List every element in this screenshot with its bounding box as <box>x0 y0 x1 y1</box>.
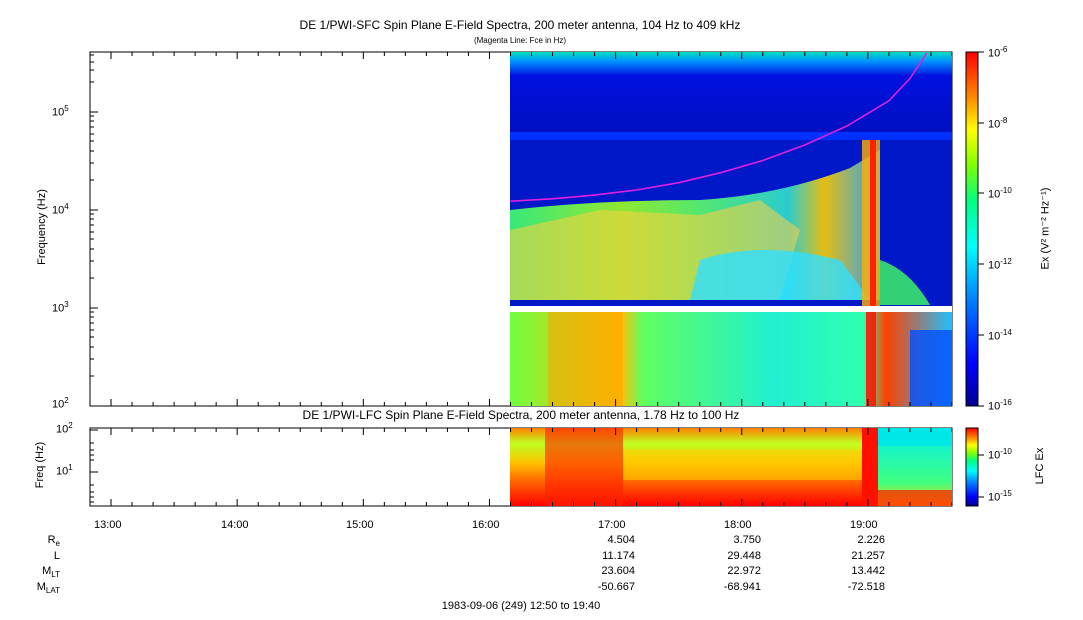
top-ytick-1e3: 103 <box>52 300 69 315</box>
eph-value: -50.667 <box>597 581 635 593</box>
time-tick-label: 15:00 <box>346 519 374 531</box>
top-colorbar-label: Ex (V² m⁻² Hz⁻¹) <box>1039 187 1052 270</box>
eph-value: 11.174 <box>602 550 635 562</box>
eph-label-l: L <box>53 550 60 562</box>
top-cbtick-2: 10-8 <box>988 116 1008 131</box>
time-tick-label: 19:00 <box>850 519 878 531</box>
eph-value: 2.226 <box>857 534 885 546</box>
eph-value: 21.257 <box>851 550 885 562</box>
eph-value: 3.750 <box>733 534 761 546</box>
bottom-panel-title: DE 1/PWI-LFC Spin Plane E-Field Spectra,… <box>302 408 740 422</box>
top-cbtick-1: 10-6 <box>988 45 1008 60</box>
top-panel-title: DE 1/PWI-SFC Spin Plane E-Field Spectra,… <box>299 18 741 32</box>
bottom-ytick-1e1: 101 <box>56 463 73 478</box>
time-tick-label: 18:00 <box>724 519 752 531</box>
top-ylabel: Frequency (Hz) <box>36 189 48 265</box>
eph-value: 13.442 <box>851 565 885 577</box>
top-ytick-1e5: 105 <box>52 104 69 119</box>
eph-label-re: Re <box>47 534 60 549</box>
eph-value: -72.518 <box>847 581 885 593</box>
eph-value: 23.604 <box>601 565 635 577</box>
eph-label-mlt: MLT <box>42 565 60 580</box>
time-axis-ticks <box>89 52 953 506</box>
top-cbtick-5: 10-14 <box>988 328 1012 343</box>
bottom-yaxis-ticks <box>90 429 98 503</box>
top-cbtick-6: 10-16 <box>988 398 1012 413</box>
bottom-spectrogram-image <box>510 428 952 506</box>
bottom-colorbar <box>965 427 979 507</box>
eph-value: 22.972 <box>727 565 761 577</box>
eph-value: -68.941 <box>723 581 761 593</box>
time-tick-label: 16:00 <box>472 519 500 531</box>
time-tick-label: 14:00 <box>221 519 249 531</box>
bottom-ytick-1e2: 102 <box>56 421 73 436</box>
top-cbtick-4: 10-12 <box>988 257 1012 272</box>
top-ytick-1e4: 104 <box>52 202 69 217</box>
top-ytick-1e2: 102 <box>52 396 69 411</box>
bottom-ylabel: Freq (Hz) <box>34 441 46 489</box>
top-colorbar <box>965 51 979 407</box>
bottom-colorbar-ticks <box>978 454 984 498</box>
time-tick-label: 13:00 <box>94 519 122 531</box>
eph-label-mlat: MLAT <box>36 581 60 596</box>
eph-value: 4.504 <box>607 534 635 546</box>
top-cbtick-3: 10-10 <box>988 186 1012 201</box>
top-colorbar-ticks <box>978 51 984 407</box>
bottom-colorbar-label: LFC Ex <box>1034 447 1046 485</box>
bottom-cbtick-2: 10-15 <box>988 489 1012 504</box>
top-panel-subtitle: (Magenta Line: Fce in Hz) <box>473 36 567 45</box>
eph-value: 29.448 <box>727 550 761 562</box>
time-tick-label: 17:00 <box>598 519 626 531</box>
bottom-cbtick-1: 10-10 <box>988 447 1012 462</box>
time-range-footer: 1983-09-06 (249) 12:50 to 19:40 <box>441 600 601 612</box>
fce-line <box>510 52 928 202</box>
top-spectrogram-image <box>510 52 952 406</box>
top-yaxis-ticks <box>90 54 98 407</box>
